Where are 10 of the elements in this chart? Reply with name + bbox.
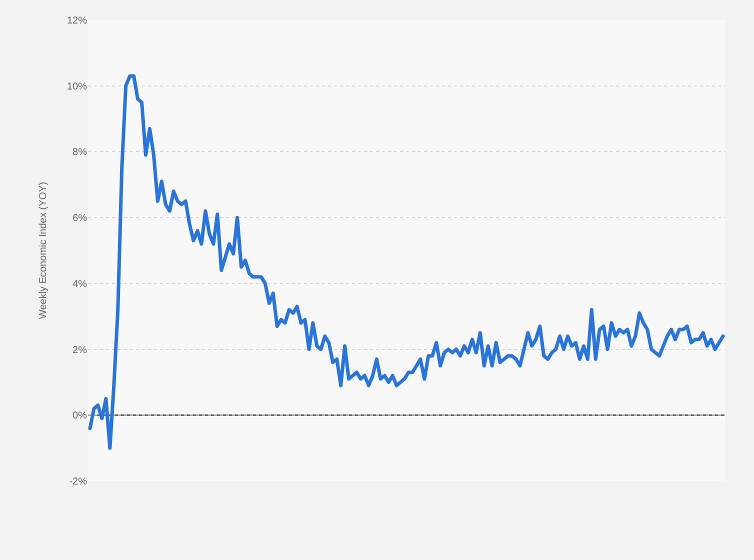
y-tick-label: 4% — [72, 278, 88, 290]
y-axis-title: Weekly Economic Index (YOY) — [38, 182, 49, 320]
y-tick-label: 8% — [72, 147, 88, 158]
y-tick-label: 2% — [72, 344, 88, 356]
line-series — [88, 74, 725, 450]
y-tick-label: 12% — [66, 16, 88, 26]
y-tick-label: 10% — [66, 81, 88, 92]
y-tick-label: 0% — [72, 410, 88, 422]
y-tick-label: 6% — [72, 213, 88, 224]
y-tick-label: -2% — [69, 476, 88, 488]
